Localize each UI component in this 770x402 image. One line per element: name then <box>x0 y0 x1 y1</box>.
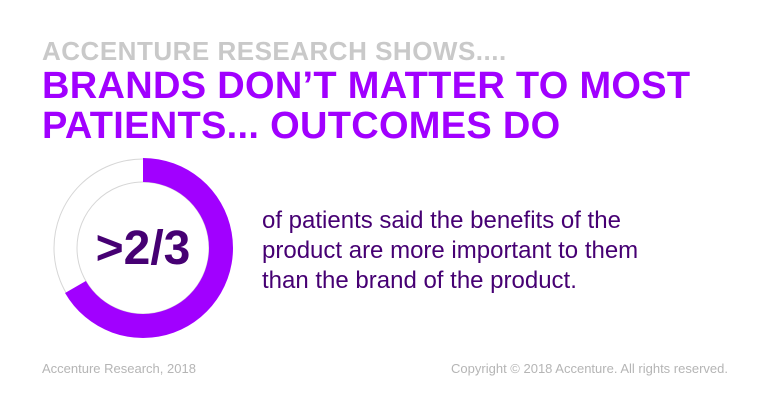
headline-line: PATIENTS... OUTCOMES DO <box>42 105 561 147</box>
kicker: ACCENTURE RESEARCH SHOWS.... <box>42 36 507 66</box>
description: of patients said the benefits of the pro… <box>262 206 638 296</box>
description-line: of patients said the benefits of the <box>262 207 621 234</box>
copyright-note: Copyright © 2018 Accenture. All rights r… <box>451 361 728 376</box>
description-line: than the brand of the product. <box>262 267 577 294</box>
donut-ring <box>53 158 233 338</box>
headline-line: BRANDS DON’T MATTER TO MOST <box>42 65 691 107</box>
source-note: Accenture Research, 2018 <box>42 361 196 376</box>
headline: BRANDS DON’T MATTER TO MOST PATIENTS... … <box>42 66 690 146</box>
description-line: product are more important to them <box>262 237 639 264</box>
stat-value: >2/3 <box>95 221 191 275</box>
